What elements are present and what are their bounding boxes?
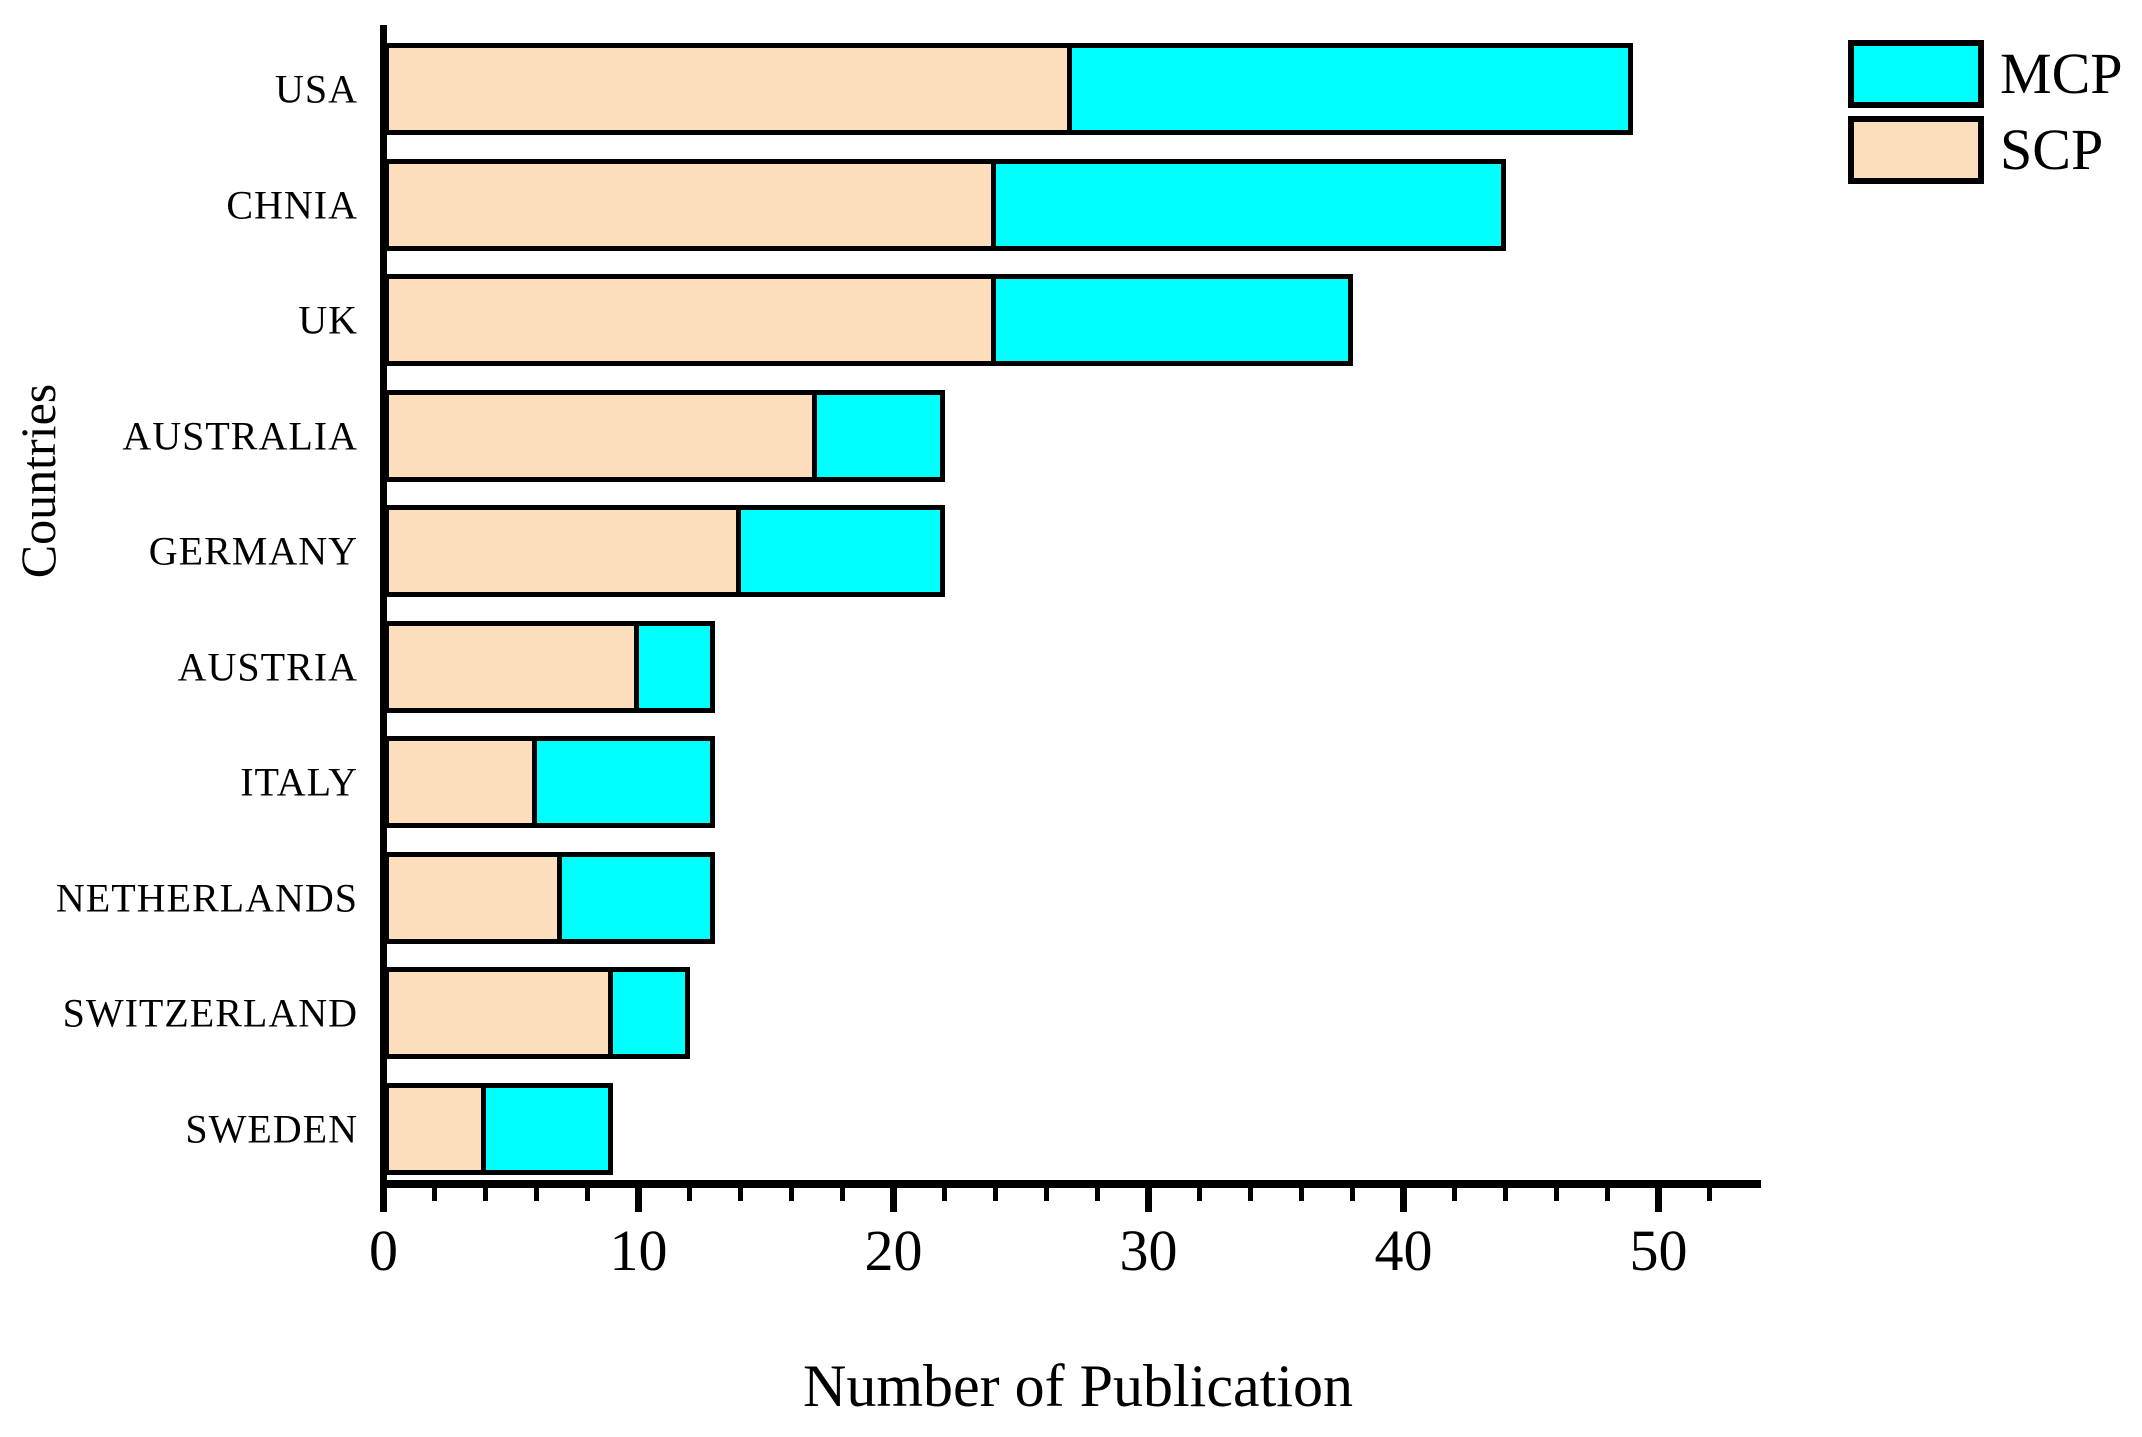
bar-usa-scp-segment <box>383 43 1633 135</box>
legend-swatch-mcp <box>1848 40 1984 108</box>
bar-uk-mcp-segment <box>990 279 1348 361</box>
x-axis-minor-tick <box>942 1188 947 1201</box>
x-axis-tick-label: 0 <box>369 1218 398 1283</box>
bar-sweden-mcp-segment <box>480 1087 608 1170</box>
x-axis-tick-label: 30 <box>1119 1218 1178 1283</box>
category-label-chnia: CHNIA <box>226 182 358 227</box>
y-axis-line <box>380 25 387 1188</box>
category-label-netherlands: NETHERLANDS <box>55 875 358 920</box>
bar-italy-mcp-segment <box>531 741 710 823</box>
x-axis-major-tick <box>635 1188 642 1212</box>
bar-usa-mcp-segment <box>1067 48 1628 130</box>
x-axis-minor-tick <box>1707 1188 1712 1201</box>
x-axis-major-tick <box>1145 1188 1152 1212</box>
legend-swatch-scp <box>1848 116 1984 184</box>
x-axis-tick-label: 10 <box>609 1218 668 1283</box>
x-axis-minor-tick <box>789 1188 794 1201</box>
category-label-australia: AUSTRALIA <box>122 413 358 458</box>
x-axis-minor-tick <box>687 1188 692 1201</box>
category-label-austria: AUSTRIA <box>177 644 358 689</box>
bar-germany-scp-segment <box>383 505 945 597</box>
x-axis-minor-tick <box>840 1188 845 1201</box>
bar-netherlands-mcp-segment <box>557 856 710 939</box>
bar-netherlands-scp-segment <box>383 851 715 944</box>
x-axis-minor-tick <box>1044 1188 1049 1201</box>
bar-chnia-mcp-segment <box>990 163 1501 246</box>
x-axis-minor-tick <box>483 1188 488 1201</box>
x-axis-tick-label: 40 <box>1374 1218 1433 1283</box>
bar-austria-scp-segment <box>383 620 715 713</box>
category-label-sweden: SWEDEN <box>185 1106 358 1151</box>
x-axis-minor-tick <box>534 1188 539 1201</box>
x-axis-tick-label: 50 <box>1629 1218 1688 1283</box>
x-axis-major-tick <box>1655 1188 1662 1212</box>
bar-uk-scp-segment <box>383 274 1353 366</box>
x-axis-minor-tick <box>1554 1188 1559 1201</box>
bar-australia-mcp-segment <box>812 394 940 477</box>
legend-label-scp: SCP <box>2000 117 2104 182</box>
legend-label-mcp: MCP <box>2000 41 2123 106</box>
x-axis-minor-tick <box>585 1188 590 1201</box>
x-axis-minor-tick <box>1095 1188 1100 1201</box>
category-label-uk: UK <box>298 297 358 343</box>
x-axis-minor-tick <box>1452 1188 1457 1201</box>
x-axis-tick-label: 20 <box>864 1218 923 1283</box>
x-axis-minor-tick <box>738 1188 743 1201</box>
bar-austria-mcp-segment <box>633 625 710 708</box>
bar-italy-scp-segment <box>383 736 715 828</box>
x-axis-minor-tick <box>432 1188 437 1201</box>
bar-chnia-scp-segment <box>383 158 1506 251</box>
x-axis-minor-tick <box>1299 1188 1304 1201</box>
x-axis-minor-tick <box>993 1188 998 1201</box>
category-label-germany: GERMANY <box>148 528 358 574</box>
x-axis-line <box>380 1180 1761 1188</box>
x-axis-major-tick <box>890 1188 897 1212</box>
x-axis-major-tick <box>380 1188 387 1212</box>
bar-australia-scp-segment <box>383 389 945 482</box>
x-axis-minor-tick <box>1248 1188 1253 1201</box>
bar-switzerland-scp-segment <box>383 967 690 1059</box>
category-label-usa: USA <box>274 66 358 112</box>
x-axis-minor-tick <box>1350 1188 1355 1201</box>
x-axis-minor-tick <box>1503 1188 1508 1201</box>
bar-switzerland-mcp-segment <box>608 972 685 1054</box>
x-axis-title: Number of Publication <box>803 1353 1353 1419</box>
category-label-italy: ITALY <box>240 759 358 805</box>
x-axis-major-tick <box>1400 1188 1407 1212</box>
x-axis-minor-tick <box>1605 1188 1610 1201</box>
bar-sweden-scp-segment <box>383 1082 613 1175</box>
category-label-switzerland: SWITZERLAND <box>62 990 358 1036</box>
bar-germany-mcp-segment <box>735 510 940 592</box>
x-axis-minor-tick <box>1197 1188 1202 1201</box>
